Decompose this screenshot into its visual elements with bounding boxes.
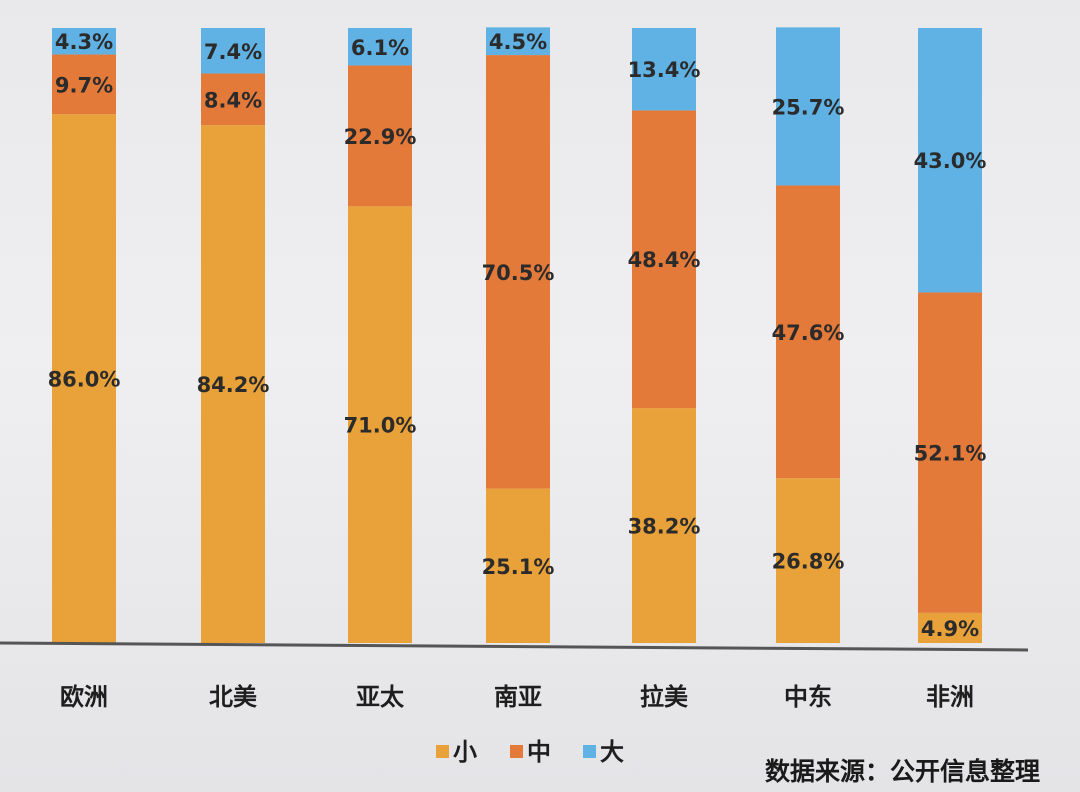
- bars-group: 86.0% 9.7% 4.3% 84.2% 8.4% 7.4% 71.0% 22.9% 6.1%…: [48, 27, 987, 644]
- data-label-中-亚太: 22.9%: [344, 125, 417, 149]
- legend-label-小: 小: [453, 738, 477, 766]
- legend-swatch-中: [510, 745, 523, 758]
- data-label-小-非洲: 4.9%: [921, 617, 979, 641]
- bar-segment-中-拉美: [632, 110, 696, 409]
- category-label: 亚太: [356, 683, 405, 711]
- data-label-大-南亚: 4.5%: [489, 30, 547, 54]
- data-label-大-拉美: 13.4%: [628, 58, 701, 82]
- category-label: 拉美: [640, 683, 688, 711]
- data-label-大-欧洲: 4.3%: [55, 30, 113, 54]
- bar-segment-大-北美: [201, 28, 265, 74]
- legend-swatch-大: [583, 745, 596, 758]
- data-label-小-亚太: 71.0%: [344, 414, 417, 438]
- data-label-小-欧洲: 86.0%: [48, 368, 121, 392]
- bar-segment-大-中东: [776, 27, 840, 186]
- data-label-大-非洲: 43.0%: [914, 149, 987, 173]
- bar-segment-中-北美: [201, 73, 265, 126]
- data-label-小-拉美: 38.2%: [628, 515, 701, 539]
- data-label-大-中东: 25.7%: [772, 95, 845, 119]
- data-label-小-北美: 84.2%: [197, 373, 270, 397]
- bar-segment-小-非洲: [918, 612, 982, 643]
- bar-segment-中-欧洲: [52, 54, 116, 115]
- bar-segment-大-非洲: [918, 28, 982, 293]
- data-label-中-南亚: 70.5%: [482, 261, 555, 285]
- bar-segment-大-欧洲: [52, 28, 116, 55]
- data-label-大-亚太: 6.1%: [351, 36, 409, 60]
- bar-segment-小-拉美: [632, 408, 696, 643]
- data-label-大-北美: 7.4%: [204, 40, 262, 64]
- bar-segment-中-亚太: [348, 65, 412, 207]
- category-label: 非洲: [926, 683, 974, 711]
- bar-segment-大-拉美: [632, 28, 696, 111]
- data-label-中-欧洲: 9.7%: [55, 73, 113, 97]
- data-label-小-南亚: 25.1%: [482, 555, 555, 579]
- bar-segment-小-中东: [776, 478, 840, 643]
- bar-segment-小-南亚: [486, 488, 550, 643]
- data-label-中-中东: 47.6%: [772, 321, 845, 345]
- data-label-小-中东: 26.8%: [772, 550, 845, 574]
- legend: 小中大: [436, 738, 624, 766]
- data-label-中-非洲: 52.1%: [914, 442, 987, 466]
- category-label: 中东: [784, 683, 832, 711]
- category-label: 欧洲: [60, 683, 108, 711]
- legend-label-大: 大: [600, 738, 624, 766]
- source-note: 数据来源：公开信息整理: [765, 757, 1040, 786]
- data-label-中-北美: 8.4%: [204, 88, 262, 112]
- legend-swatch-小: [436, 745, 449, 758]
- category-labels: 欧洲 北美 亚太 南亚 拉美 中东 非洲: [60, 683, 974, 711]
- category-label: 南亚: [494, 683, 542, 711]
- bar-segment-小-北美: [201, 125, 265, 644]
- bar-segment-中-南亚: [486, 55, 550, 489]
- bar-segment-小-亚太: [348, 206, 412, 643]
- legend-label-中: 中: [527, 738, 551, 766]
- bar-segment-中-非洲: [918, 292, 982, 613]
- category-label: 北美: [209, 683, 257, 711]
- bar-segment-大-南亚: [486, 27, 550, 56]
- bar-segment-中-中东: [776, 185, 840, 479]
- bar-segment-大-亚太: [348, 28, 412, 66]
- x-axis-line: [0, 641, 1029, 652]
- bar-segment-小-欧洲: [52, 114, 116, 644]
- data-label-中-拉美: 48.4%: [628, 248, 701, 272]
